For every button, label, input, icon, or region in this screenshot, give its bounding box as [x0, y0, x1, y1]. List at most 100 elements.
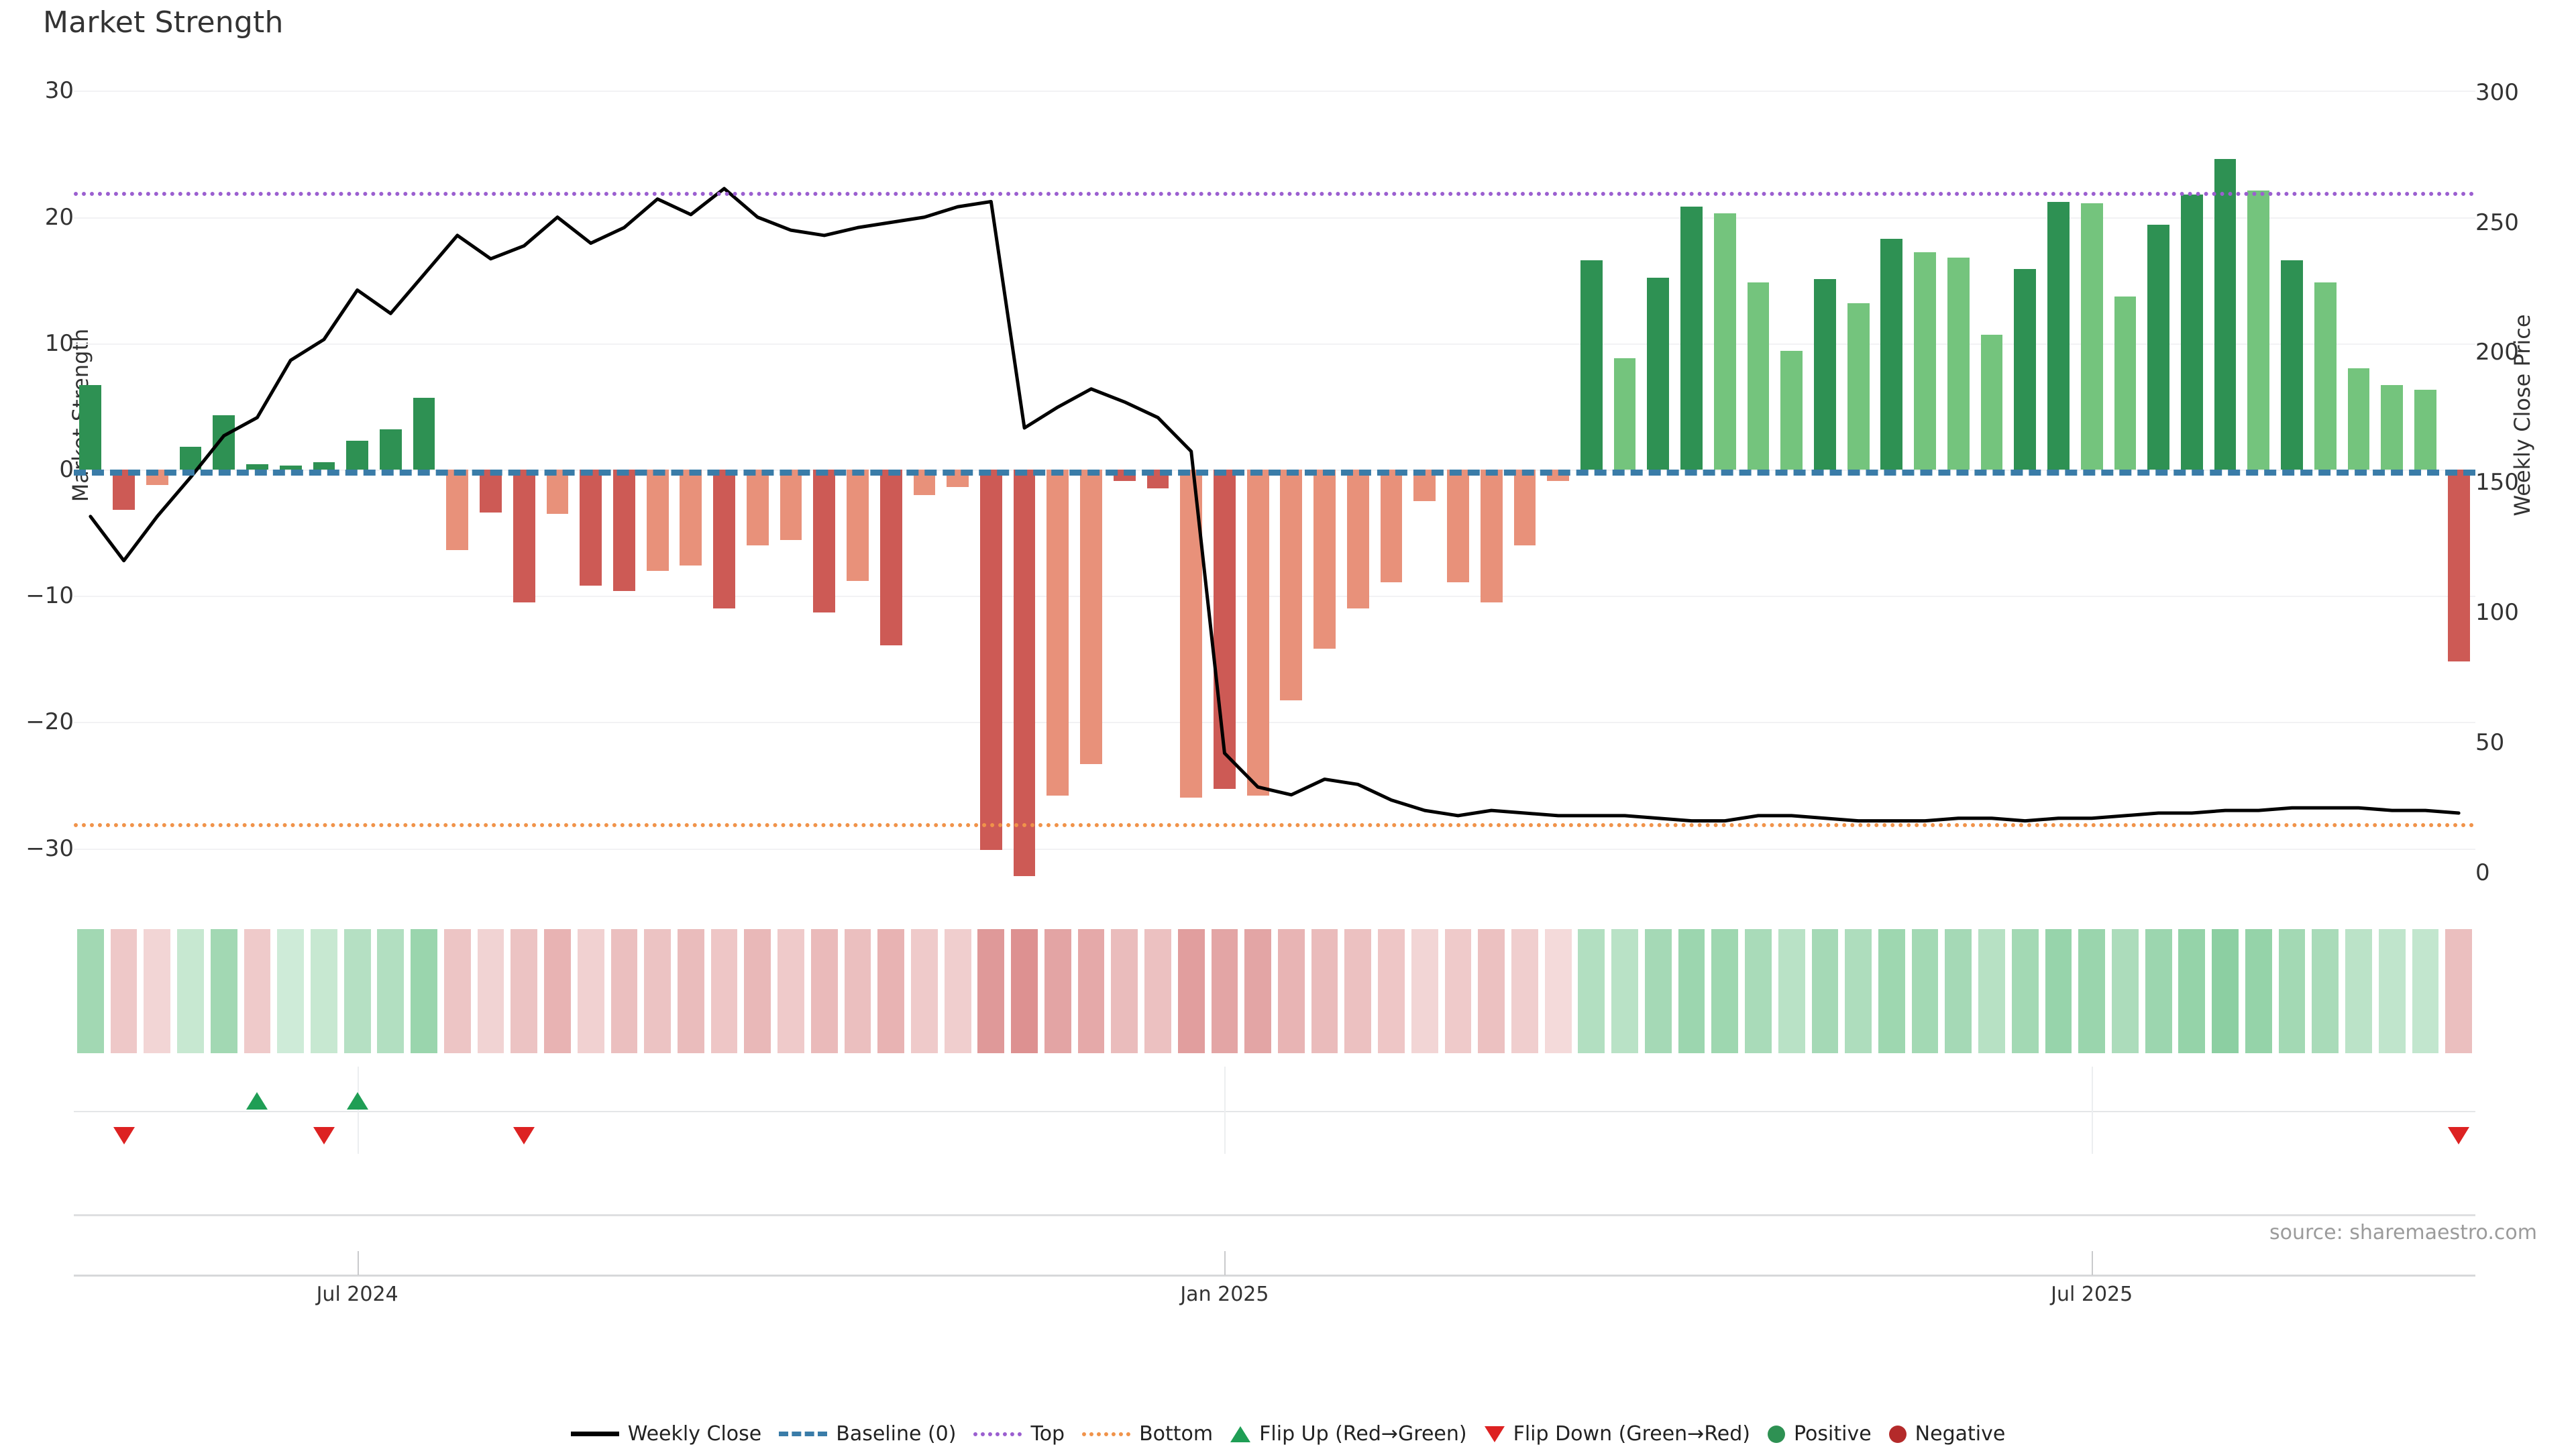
heatmap-cell [911, 929, 938, 1053]
bar [646, 470, 669, 571]
heatmap-cell [710, 929, 738, 1053]
legend-label: Flip Up (Red→Green) [1259, 1422, 1467, 1446]
bar [1214, 470, 1236, 790]
bar [480, 470, 502, 513]
heatmap-cell [76, 929, 104, 1053]
heatmap-cell [1411, 929, 1438, 1053]
bar [2247, 191, 2270, 470]
legend-item-6[interactable]: Positive [1768, 1422, 1872, 1446]
bar [2214, 158, 2237, 470]
gridline [74, 848, 2475, 850]
bar [1947, 257, 1970, 470]
bar [1680, 207, 1703, 470]
bar [813, 470, 836, 612]
bar [179, 447, 202, 470]
heatmap-cell [2178, 929, 2206, 1053]
page-title: Market Strength [43, 5, 284, 40]
heatmap-cell [110, 929, 138, 1053]
baseline-line-icon [779, 1432, 828, 1436]
bar [2347, 368, 2370, 470]
bar [1780, 351, 1803, 470]
bar [780, 470, 802, 541]
legend-item-3[interactable]: Bottom [1082, 1422, 1213, 1446]
heatmap-cell [1211, 929, 1238, 1053]
heatmap-cell [144, 929, 171, 1053]
flip-marker-track [74, 1067, 2475, 1154]
bar [413, 397, 435, 470]
bar [1647, 277, 1670, 470]
bar [580, 470, 602, 586]
heatmap-cell [1745, 929, 1772, 1053]
heatmap-cell [1611, 929, 1638, 1053]
heatmap-cell [744, 929, 771, 1053]
bar [2114, 297, 2137, 470]
strength-heatmap-strip [74, 929, 2475, 1053]
flip-down-marker-icon [313, 1127, 335, 1144]
flip-up-marker-icon [346, 1092, 368, 1110]
legend-item-1[interactable]: Baseline (0) [779, 1422, 956, 1446]
bar [2447, 470, 2470, 662]
y-axis-left-tick-0: 30 [44, 77, 74, 105]
bar [1914, 252, 1936, 470]
y-axis-right-tick-0: 300 [2475, 78, 2519, 106]
y-axis-left-tick-5: −20 [25, 708, 74, 736]
heatmap-cell [1077, 929, 1105, 1053]
y-axis-right-tick-2: 200 [2475, 339, 2519, 366]
legend-item-0[interactable]: Weekly Close [570, 1422, 761, 1446]
heatmap-cell [977, 929, 1005, 1053]
bar [979, 470, 1002, 850]
legend-label: Negative [1915, 1422, 2006, 1446]
bar [113, 470, 135, 511]
heatmap-cell [511, 929, 538, 1053]
bar [1280, 470, 1303, 701]
bar [2147, 224, 2170, 470]
heatmap-cell [2345, 929, 2372, 1053]
heatmap-cell [1177, 929, 1205, 1053]
heatmap-cell [2245, 929, 2272, 1053]
y-axis-left-tick-6: −30 [25, 835, 74, 862]
legend-item-4[interactable]: Flip Up (Red→Green) [1230, 1422, 1467, 1446]
bar [2381, 384, 2404, 470]
bar [1980, 334, 2003, 470]
legend-item-7[interactable]: Negative [1888, 1422, 2006, 1446]
heatmap-cell [411, 929, 437, 1053]
positive-dot-icon [1768, 1425, 1786, 1443]
weekly-close-line-icon [570, 1432, 619, 1436]
legend-label: Top [1030, 1422, 1065, 1446]
heatmap-cell [810, 929, 838, 1053]
heatmap-cell [1511, 929, 1538, 1053]
heatmap-cell [610, 929, 638, 1053]
heatmap-cell [1044, 929, 1071, 1053]
heatmap-cell [844, 929, 871, 1053]
bar [2080, 203, 2103, 470]
bar [379, 429, 402, 470]
bar [713, 470, 735, 609]
bar [1580, 260, 1603, 470]
marker-vertical-gridline [1224, 1067, 1226, 1154]
heatmap-cell [2112, 929, 2139, 1053]
y-axis-right-tick-3: 150 [2475, 469, 2519, 496]
chart-legend: Weekly Close Baseline (0) Top Bottom Flip Up… [0, 1422, 2576, 1446]
bar [446, 470, 469, 551]
bar [2180, 194, 2203, 470]
bar [1246, 470, 1269, 796]
bar [1880, 238, 1903, 470]
y-axis-right-tick-1: 250 [2475, 209, 2519, 236]
legend-label: Flip Down (Green→Red) [1513, 1422, 1751, 1446]
y-axis-right-tick-6: 0 [2475, 859, 2490, 887]
heatmap-cell [1344, 929, 1372, 1053]
flip-down-marker-icon [513, 1127, 535, 1144]
bar [513, 470, 535, 602]
bar [1747, 282, 1770, 470]
heatmap-cell [311, 929, 337, 1053]
legend-item-2[interactable]: Top [973, 1422, 1065, 1446]
heatmap-cell [944, 929, 971, 1053]
legend-item-5[interactable]: Flip Down (Green→Red) [1484, 1422, 1751, 1446]
marker-vertical-gridline [357, 1067, 359, 1154]
heatmap-cell [477, 929, 504, 1053]
heatmap-cell [1911, 929, 1939, 1053]
heatmap-cell [1011, 929, 1038, 1053]
footer-divider [74, 1214, 2475, 1216]
y-axis-right-tick-4: 100 [2475, 599, 2519, 627]
heatmap-cell [1678, 929, 1705, 1053]
